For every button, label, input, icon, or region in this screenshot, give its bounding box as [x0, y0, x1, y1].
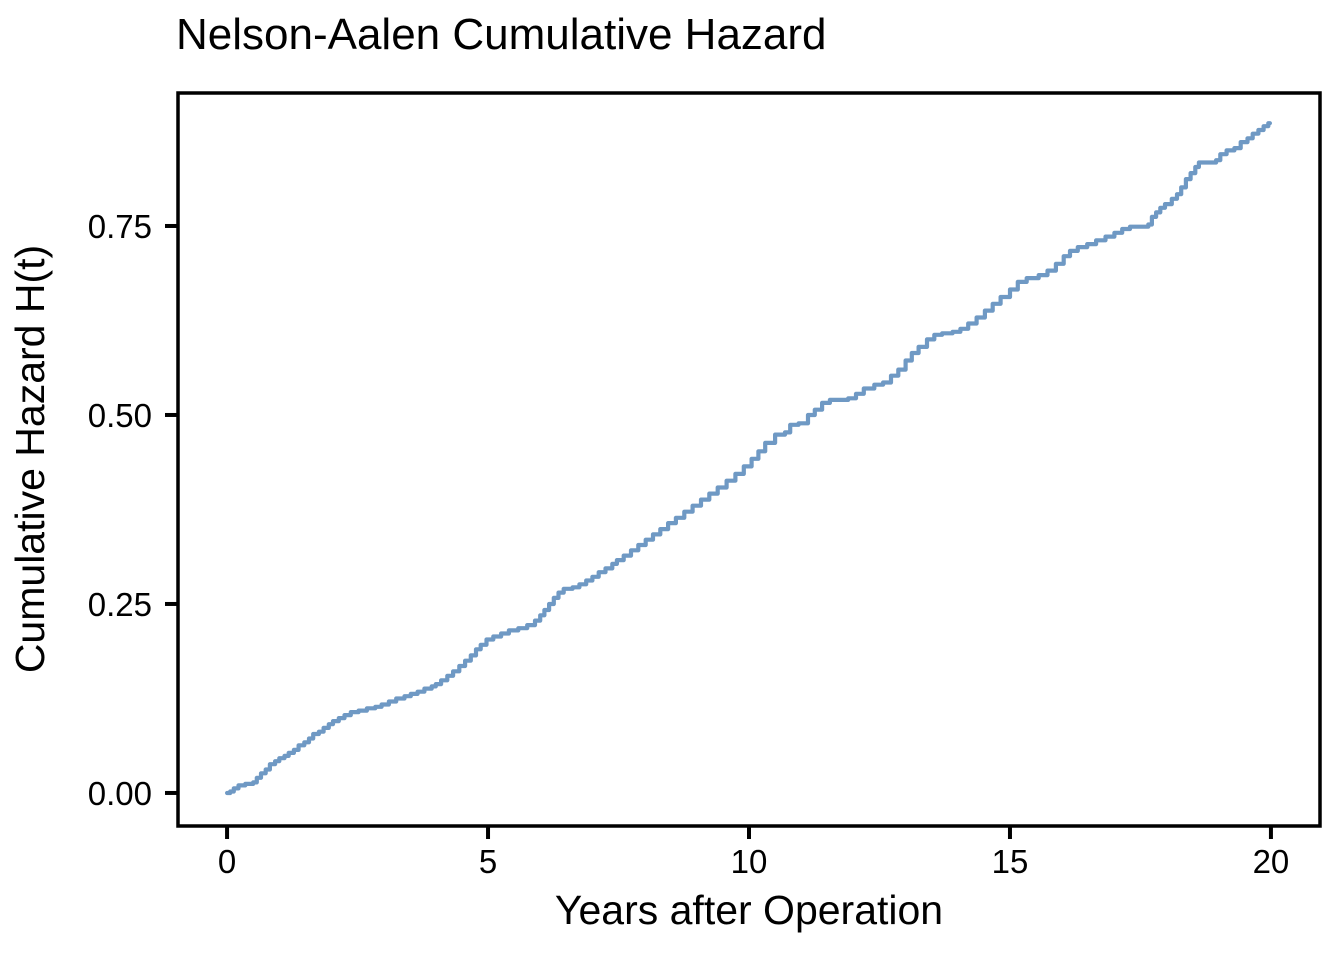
chart-title: Nelson-Aalen Cumulative Hazard	[176, 10, 827, 59]
x-tick-label: 5	[479, 843, 497, 880]
x-tick-label: 10	[731, 843, 768, 880]
y-tick-label: 0.50	[88, 397, 152, 434]
y-tick-label: 0.25	[88, 586, 152, 623]
y-tick-label: 0.75	[88, 208, 152, 245]
axis-tick-marks	[165, 223, 1273, 839]
axis-tick-labels: 0 5 10 15 20 0.00 0.25 0.50 0.75	[88, 208, 1290, 880]
x-tick-label: 20	[1253, 843, 1290, 880]
x-tick-label: 15	[992, 843, 1029, 880]
hazard-step-line	[225, 121, 1272, 796]
x-axis-title: Years after Operation	[555, 887, 943, 933]
x-tick-label: 0	[218, 843, 236, 880]
y-tick-label: 0.00	[88, 775, 152, 812]
y-axis-title: Cumulative Hazard H(t)	[7, 245, 53, 673]
